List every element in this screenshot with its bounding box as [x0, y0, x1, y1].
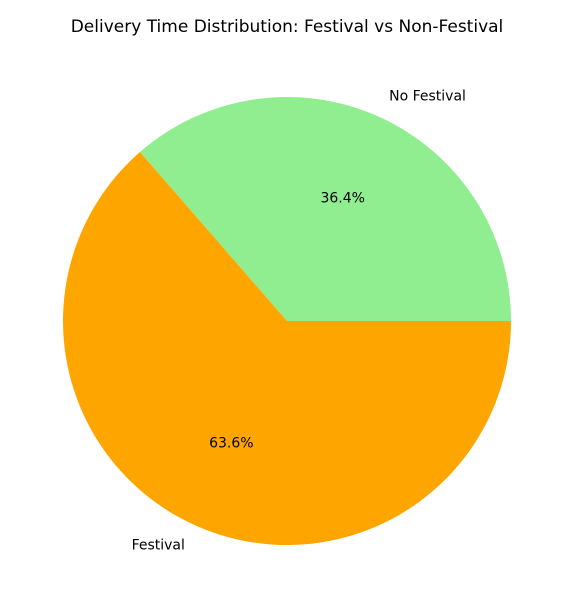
- pie-slices: [62, 97, 511, 546]
- chart-title: Delivery Time Distribution: Festival vs …: [71, 17, 504, 37]
- slice-label-no-festival: No Festival: [389, 89, 466, 105]
- pie-slice-no-festival: [139, 97, 511, 322]
- slice-percent-festival: 63.6%: [209, 435, 253, 451]
- pie-slice-festival: [62, 152, 511, 546]
- slice-percent-no-festival: 36.4%: [320, 191, 364, 207]
- slice-label-festival: Festival: [132, 537, 185, 553]
- pie-labels: No Festival 36.4% Festival 63.6%: [132, 89, 466, 554]
